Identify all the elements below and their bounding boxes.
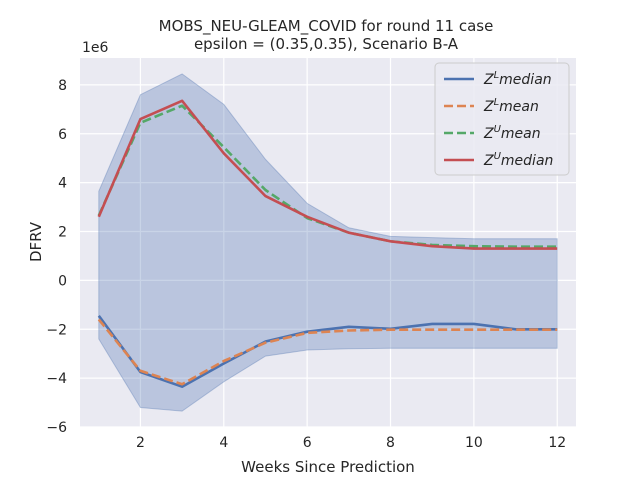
y-tick-label: 2 bbox=[58, 225, 67, 241]
y-tick-label: 8 bbox=[58, 78, 67, 94]
series-line bbox=[97, 99, 558, 250]
x-tick-label: 12 bbox=[548, 435, 566, 451]
legend-box bbox=[434, 62, 570, 176]
y-tick-label: 0 bbox=[58, 273, 67, 289]
x-tick-label: 6 bbox=[303, 435, 312, 451]
y-tick-label: −6 bbox=[46, 420, 67, 436]
grid bbox=[80, 58, 576, 428]
confidence-band bbox=[98, 73, 558, 412]
y-axis-label: DFRV bbox=[27, 221, 45, 262]
x-tick-label: 2 bbox=[136, 435, 145, 451]
legend-label-suffix: median bbox=[499, 72, 551, 88]
y-tick-label: 6 bbox=[58, 127, 67, 143]
confidence-band-layer bbox=[98, 73, 558, 412]
y-tick-label: −2 bbox=[46, 322, 67, 338]
tick-labels: 2 4 6 8 10 12 −6 −4 −2 0 2 4 6 8 bbox=[46, 78, 566, 451]
legend-label-sup: U bbox=[494, 151, 502, 162]
x-tick-label: 10 bbox=[465, 435, 483, 451]
series-line bbox=[97, 318, 558, 386]
x-tick-label: 4 bbox=[219, 435, 228, 451]
chart-subtitle: epsilon = (0.35,0.35), Scenario B-A bbox=[194, 35, 459, 53]
legend-label-sup: L bbox=[494, 97, 500, 108]
legend-label-suffix: median bbox=[501, 153, 553, 169]
x-tick-label: 8 bbox=[386, 435, 395, 451]
series-line bbox=[97, 315, 558, 389]
legend-label-base: Z bbox=[483, 72, 494, 88]
y-tick-label: −4 bbox=[46, 371, 67, 387]
legend-label-sup: L bbox=[494, 70, 500, 81]
legend-entry: ZUmedian bbox=[483, 151, 553, 169]
legend-label-base: Z bbox=[483, 99, 494, 115]
legend-entry: ZUmean bbox=[483, 124, 541, 142]
y-offset-label: 1e6 bbox=[82, 40, 109, 56]
legend-entry: ZLmedian bbox=[483, 70, 552, 88]
legend-label-suffix: mean bbox=[501, 126, 541, 142]
legend-label-base: Z bbox=[483, 153, 494, 169]
chart-title: MOBS_NEU-GLEAM_COVID for round 11 case bbox=[159, 17, 494, 36]
legend-label-sup: U bbox=[494, 124, 502, 135]
legend-entry: ZLmean bbox=[483, 97, 539, 115]
y-tick-label: 4 bbox=[58, 176, 67, 192]
legend-label-base: Z bbox=[483, 126, 494, 142]
series-layer bbox=[97, 99, 558, 389]
legend-label-suffix: mean bbox=[499, 99, 539, 115]
x-axis-label: Weeks Since Prediction bbox=[241, 458, 415, 476]
